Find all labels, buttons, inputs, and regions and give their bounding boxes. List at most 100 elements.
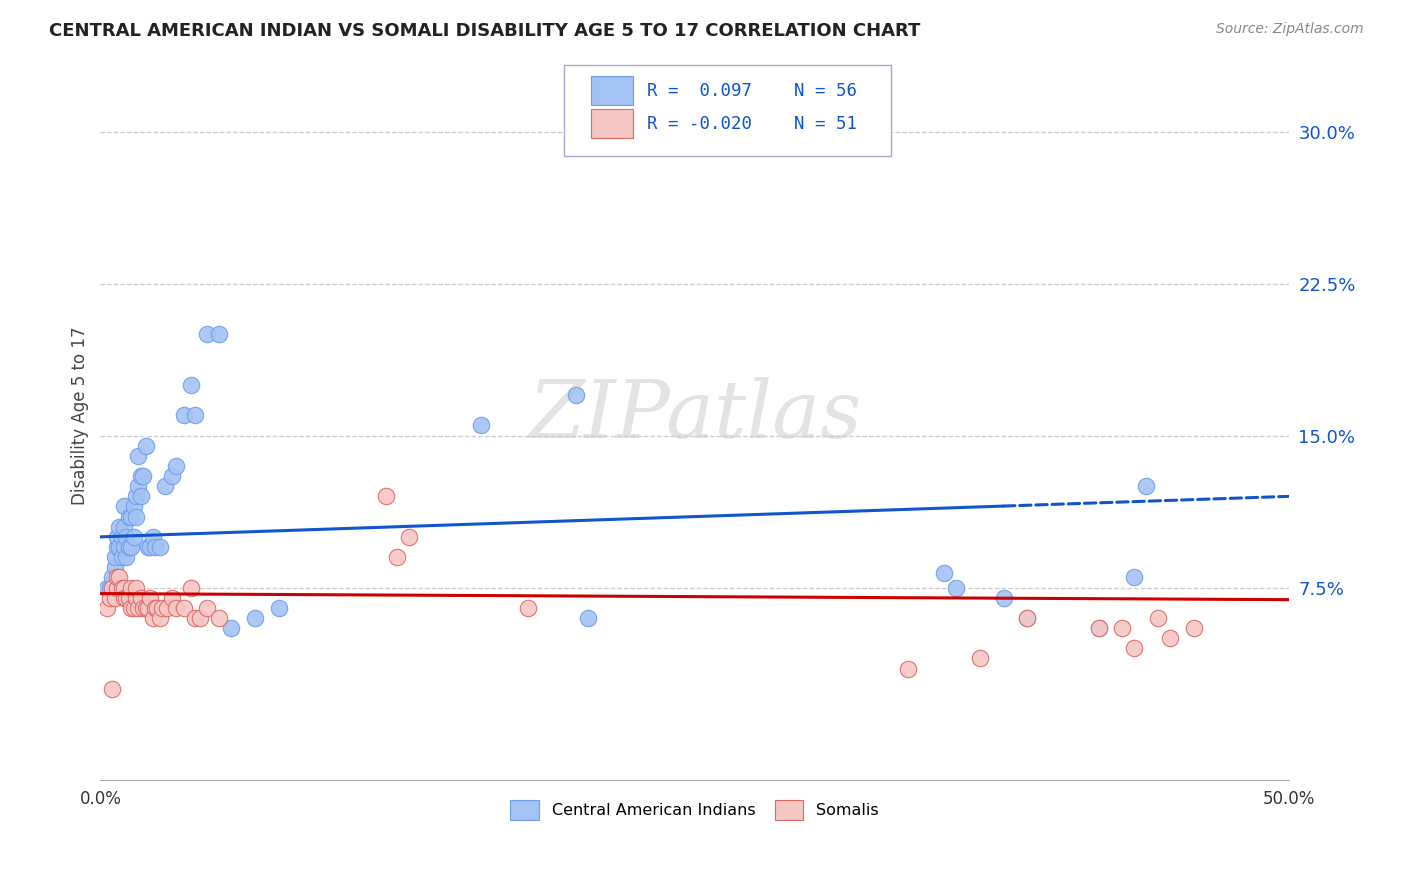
Point	[101, 570, 124, 584]
Point	[96, 581, 118, 595]
Point	[129, 591, 152, 605]
Point	[165, 600, 187, 615]
Text: R = -0.020    N = 51: R = -0.020 N = 51	[647, 114, 858, 133]
Point	[125, 489, 148, 503]
Point	[112, 500, 135, 514]
Point	[1087, 621, 1109, 635]
Point	[267, 600, 290, 615]
Point	[105, 570, 128, 584]
Point	[104, 550, 127, 565]
Point	[195, 600, 218, 615]
Point	[993, 591, 1015, 605]
Point	[150, 600, 173, 615]
Point	[1111, 621, 1133, 635]
Point	[127, 479, 149, 493]
Point	[153, 479, 176, 493]
Point	[576, 611, 599, 625]
Point	[118, 591, 141, 605]
Point	[104, 591, 127, 605]
Point	[184, 409, 207, 423]
Point	[118, 509, 141, 524]
Point	[1017, 611, 1039, 625]
Text: R =  0.097    N = 56: R = 0.097 N = 56	[647, 82, 858, 100]
Point	[1182, 621, 1205, 635]
Point	[115, 591, 138, 605]
Point	[122, 530, 145, 544]
Point	[104, 560, 127, 574]
Point	[98, 581, 121, 595]
Point	[96, 600, 118, 615]
Bar	[591, 109, 633, 138]
Point	[129, 469, 152, 483]
Point	[1123, 641, 1146, 656]
Point	[1017, 611, 1039, 625]
Point	[195, 327, 218, 342]
Point	[120, 581, 142, 595]
Point	[122, 600, 145, 615]
Point	[932, 566, 955, 581]
Point	[101, 581, 124, 595]
Point	[969, 651, 991, 665]
Point	[208, 327, 231, 342]
Point	[134, 439, 156, 453]
Point	[139, 540, 162, 554]
Text: ZIPatlas: ZIPatlas	[527, 376, 862, 454]
Point	[1159, 631, 1181, 645]
Point	[142, 530, 165, 544]
Point	[160, 591, 183, 605]
Point	[139, 591, 162, 605]
Point	[105, 530, 128, 544]
Point	[208, 611, 231, 625]
Point	[398, 530, 420, 544]
Point	[180, 378, 202, 392]
Point	[160, 469, 183, 483]
Point	[184, 611, 207, 625]
Point	[127, 600, 149, 615]
Point	[146, 600, 169, 615]
Point	[136, 540, 159, 554]
Point	[1147, 611, 1170, 625]
Point	[173, 600, 195, 615]
Point	[108, 540, 131, 554]
Point	[165, 458, 187, 473]
Point	[156, 600, 179, 615]
Point	[387, 550, 409, 565]
Point	[945, 581, 967, 595]
Point	[149, 540, 172, 554]
Point	[125, 591, 148, 605]
Point	[105, 540, 128, 554]
Text: Source: ZipAtlas.com: Source: ZipAtlas.com	[1216, 22, 1364, 37]
Point	[129, 489, 152, 503]
Point	[112, 581, 135, 595]
Point	[111, 530, 134, 544]
Point	[1135, 479, 1157, 493]
Point	[143, 540, 166, 554]
Point	[112, 540, 135, 554]
Point	[98, 591, 121, 605]
Point	[143, 600, 166, 615]
Point	[564, 388, 586, 402]
Point	[111, 550, 134, 565]
Point	[108, 520, 131, 534]
Point	[120, 509, 142, 524]
Point	[243, 611, 266, 625]
Point	[112, 520, 135, 534]
Point	[517, 600, 540, 615]
Legend: Central American Indians, Somalis: Central American Indians, Somalis	[503, 793, 886, 827]
Point	[108, 570, 131, 584]
Point	[188, 611, 211, 625]
Point	[134, 600, 156, 615]
Point	[105, 581, 128, 595]
Point	[122, 500, 145, 514]
Point	[132, 600, 155, 615]
Point	[132, 469, 155, 483]
Y-axis label: Disability Age 5 to 17: Disability Age 5 to 17	[72, 326, 89, 505]
Point	[125, 581, 148, 595]
Point	[219, 621, 242, 635]
Point	[1123, 570, 1146, 584]
Point	[101, 681, 124, 696]
Point	[112, 591, 135, 605]
Point	[897, 661, 920, 675]
Text: CENTRAL AMERICAN INDIAN VS SOMALI DISABILITY AGE 5 TO 17 CORRELATION CHART: CENTRAL AMERICAN INDIAN VS SOMALI DISABI…	[49, 22, 921, 40]
FancyBboxPatch shape	[564, 65, 890, 156]
